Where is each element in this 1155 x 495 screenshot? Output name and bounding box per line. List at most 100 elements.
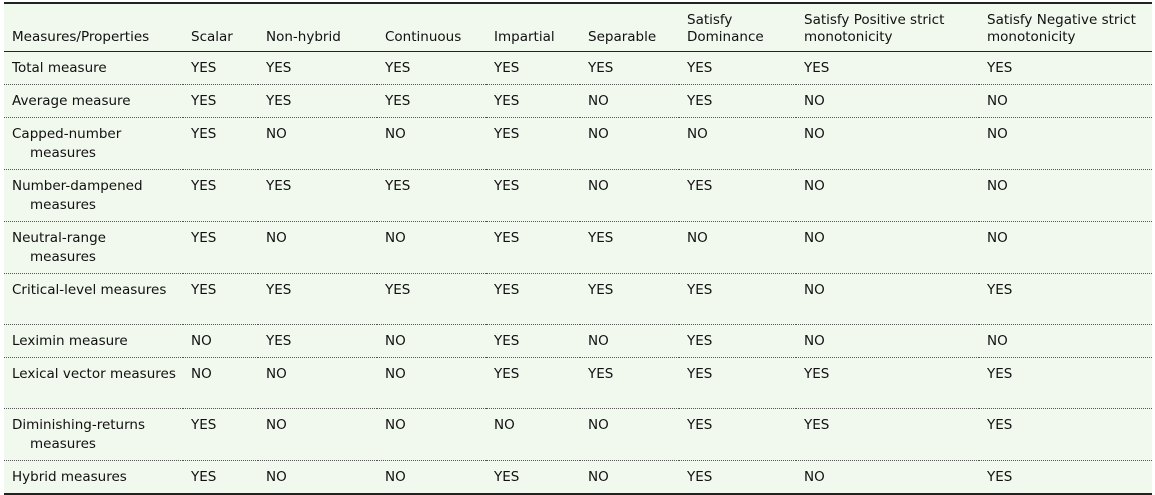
cell: YES	[183, 273, 258, 325]
cell: YES	[258, 84, 377, 118]
cell: YES	[679, 357, 796, 409]
cell: NO	[580, 117, 679, 170]
table-row: Hybrid measures YES NO NO YES NO YES NO YES	[4, 461, 1152, 495]
cell: YES	[183, 84, 258, 118]
cell: NO	[258, 357, 377, 409]
cell: NO	[979, 169, 1152, 222]
header-row: Measures/Properties Scalar Non-hybrid Conti…	[4, 3, 1152, 52]
row-label: Hybrid measures	[12, 469, 127, 485]
row-label: Diminishing-returns measures	[4, 408, 183, 461]
row-label: Average measure	[4, 84, 183, 118]
cell: NO	[580, 408, 679, 461]
header-cell: Scalar	[183, 3, 258, 52]
row-label: Neutral-range measures	[4, 221, 183, 274]
header-cell: Satisfy Positive strict monotonicity	[796, 3, 979, 52]
cell: NO	[258, 117, 377, 170]
cell: YES	[183, 117, 258, 170]
cell: NO	[796, 221, 979, 274]
table-body: Total measure YES YES YES YES YES YES YES YES Ave…	[4, 51, 1152, 495]
cell: YES	[377, 273, 486, 325]
cell: YES	[796, 408, 979, 461]
cell: YES	[679, 324, 796, 358]
cell: NO	[486, 408, 580, 461]
cell: YES	[377, 84, 486, 118]
cell: NO	[679, 221, 796, 274]
cell: NO	[385, 469, 406, 485]
cell: YES	[796, 51, 979, 85]
cell: YES	[486, 221, 580, 274]
table-row: Critical-level measures YES YES YES YES YES YE…	[4, 273, 1152, 325]
cell: YES	[183, 221, 258, 274]
cell: YES	[486, 324, 580, 358]
cell: YES	[679, 84, 796, 118]
header-cell: Impartial	[486, 3, 580, 52]
cell: NO	[377, 324, 486, 358]
header-cell: Non-hybrid	[258, 3, 377, 52]
cell: NO	[258, 221, 377, 274]
cell: NO	[266, 469, 287, 485]
cell: YES	[580, 51, 679, 85]
cell: NO	[377, 408, 486, 461]
cell: NO	[979, 324, 1152, 358]
row-label: Critical-level measures	[4, 273, 183, 325]
cell: YES	[486, 84, 580, 118]
cell: YES	[580, 273, 679, 325]
cell: YES	[258, 324, 377, 358]
cell: NO	[796, 84, 979, 118]
cell: NO	[679, 117, 796, 170]
cell: NO	[979, 84, 1152, 118]
cell: NO	[796, 273, 979, 325]
table-row: Average measure YES YES YES YES NO YES NO NO	[4, 84, 1152, 118]
cell: YES	[679, 408, 796, 461]
cell: NO	[580, 169, 679, 222]
cell: NO	[377, 117, 486, 170]
cell: NO	[580, 324, 679, 358]
header-cell: Continuous	[377, 3, 486, 52]
cell: YES	[979, 357, 1152, 409]
cell: NO	[580, 84, 679, 118]
cell: NO	[377, 221, 486, 274]
cell: YES	[580, 221, 679, 274]
cell: YES	[679, 273, 796, 325]
table-row: Number-dampened measures YES YES YES YES NO YE…	[4, 169, 1152, 222]
cell: YES	[979, 273, 1152, 325]
cell: NO	[796, 169, 979, 222]
table-row: Neutral-range measures YES NO NO YES YES NO NO N…	[4, 221, 1152, 274]
cell: NO	[979, 221, 1152, 274]
cell: NO	[588, 469, 609, 485]
cell: NO	[258, 408, 377, 461]
table-row: Lexical vector measures NO NO NO YES YES YES YE…	[4, 357, 1152, 409]
cell: YES	[377, 51, 486, 85]
cell: YES	[183, 169, 258, 222]
cell: YES	[486, 357, 580, 409]
cell: YES	[183, 408, 258, 461]
row-label: Capped-number measures	[4, 117, 183, 170]
cell: YES	[687, 469, 713, 485]
table-row: Capped-number measures YES NO NO YES NO NO NO NO	[4, 117, 1152, 170]
cell: NO	[796, 324, 979, 358]
cell: YES	[486, 51, 580, 85]
cell: YES	[979, 51, 1152, 85]
cell: YES	[580, 357, 679, 409]
cell: YES	[494, 469, 520, 485]
cell: YES	[258, 273, 377, 325]
row-label: Lexical vector measures	[4, 357, 183, 409]
cell: YES	[486, 117, 580, 170]
header-cell: Measures/Properties	[4, 3, 183, 52]
row-label: Total measure	[4, 51, 183, 85]
row-label: Leximin measure	[4, 324, 183, 358]
cell: YES	[191, 469, 217, 485]
cell: YES	[679, 169, 796, 222]
cell: YES	[987, 469, 1013, 485]
cell: YES	[183, 51, 258, 85]
page: Measures/Properties Scalar Non-hybrid Conti…	[4, 2, 1152, 495]
properties-table: Measures/Properties Scalar Non-hybrid Conti…	[4, 2, 1152, 495]
cell: NO	[979, 117, 1152, 170]
header-cell: Separable	[580, 3, 679, 52]
cell: YES	[486, 169, 580, 222]
cell: YES	[679, 51, 796, 85]
cell: NO	[377, 357, 486, 409]
header-cell: Satisfy Negative strict monotonicity	[979, 3, 1152, 52]
cell: NO	[183, 357, 258, 409]
cell: YES	[377, 169, 486, 222]
